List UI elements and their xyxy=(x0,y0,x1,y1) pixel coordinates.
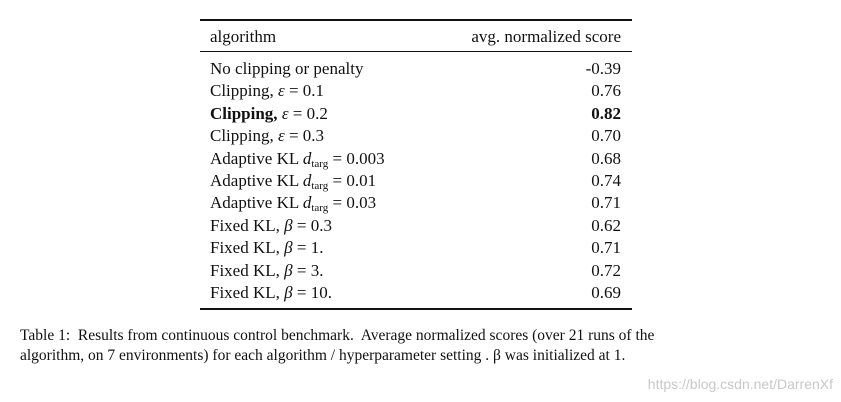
math-symbol: d xyxy=(302,193,312,213)
math-rhs: = 0.2 xyxy=(288,103,328,123)
row-score: 0.70 xyxy=(591,126,621,146)
math-rhs: = 10. xyxy=(292,283,332,302)
label-text: Fixed KL, xyxy=(210,283,285,302)
row-score: 0.74 xyxy=(591,171,621,190)
row-label: Clipping, ε = 0.3 xyxy=(210,126,324,146)
math-rhs: = 0.1 xyxy=(284,81,325,101)
label-text: Adaptive KL xyxy=(210,148,303,168)
row-score: -0.39 xyxy=(585,59,621,78)
math-rhs: = 3. xyxy=(292,260,324,280)
label-text: Adaptive KL xyxy=(210,171,303,190)
label-text: Clipping, xyxy=(210,103,282,123)
label-text: Fixed KL, xyxy=(210,215,285,235)
row-score: 0.71 xyxy=(591,193,621,213)
caption-line: Table 1: Results from continuous control… xyxy=(20,327,655,344)
row-label: Adaptive KL dtarg = 0.003 xyxy=(210,149,385,174)
label-text: Fixed KL, xyxy=(210,238,285,258)
math-rhs: = 1. xyxy=(292,238,324,258)
math-rhs: = 0.3 xyxy=(292,215,332,235)
math-symbol: ε xyxy=(278,126,285,146)
mid-rule xyxy=(200,51,632,52)
math-symbol: d xyxy=(302,148,312,168)
row-score: 0.76 xyxy=(591,81,621,101)
row-label: Fixed KL, β = 10. xyxy=(210,283,332,303)
row-label: Adaptive KL dtarg = 0.03 xyxy=(210,193,376,218)
math-rhs: = 0.3 xyxy=(284,126,325,146)
math-symbol: ε xyxy=(281,103,289,123)
row-score: 0.69 xyxy=(591,283,621,302)
math-symbol: d xyxy=(302,171,312,190)
math-subscript: targ xyxy=(311,180,329,192)
math-subscript: targ xyxy=(311,202,329,215)
label-text: Clipping, xyxy=(210,126,279,146)
math-subscript: targ xyxy=(311,157,329,170)
header-cell: algorithm xyxy=(210,27,277,46)
row-score: 0.68 xyxy=(591,148,621,168)
label-text: Clipping, xyxy=(210,81,279,101)
row-label: Fixed KL, β = 1. xyxy=(210,238,323,258)
math-rhs: = 0.003 xyxy=(328,148,385,168)
label-text: No clipping or penalty xyxy=(210,59,364,78)
label-text: Adaptive KL xyxy=(210,193,303,213)
row-score: 0.71 xyxy=(591,238,621,258)
math-symbol: β xyxy=(284,260,293,280)
row-score: 0.62 xyxy=(591,215,621,235)
watermark: https://blog.csdn.net/DarrenXf xyxy=(647,376,833,392)
row-score: 0.82 xyxy=(591,103,621,123)
math-symbol: ε xyxy=(278,81,285,101)
row-label: Fixed KL, β = 0.3 xyxy=(210,216,332,236)
math-rhs: = 0.01 xyxy=(328,171,377,190)
top-rule xyxy=(200,19,632,21)
row-label: Clipping, ε = 0.1 xyxy=(210,81,324,101)
math-symbol: β xyxy=(284,238,293,258)
row-label: No clipping or penalty xyxy=(210,59,363,79)
row-score: 0.72 xyxy=(591,260,621,280)
math-symbol: β xyxy=(284,215,293,235)
caption-line: algorithm, on 7 environments) for each a… xyxy=(20,347,626,364)
math-rhs: = 0.03 xyxy=(328,193,377,213)
row-label: Clipping, ε = 0.2 xyxy=(210,104,328,124)
row-label: Adaptive KL dtarg = 0.01 xyxy=(210,171,376,196)
bottom-rule xyxy=(200,308,632,310)
header-cell: avg. normalized score xyxy=(471,27,621,46)
row-label: Fixed KL, β = 3. xyxy=(210,261,323,281)
label-text: Fixed KL, xyxy=(210,260,285,280)
math-symbol: β xyxy=(284,283,293,302)
